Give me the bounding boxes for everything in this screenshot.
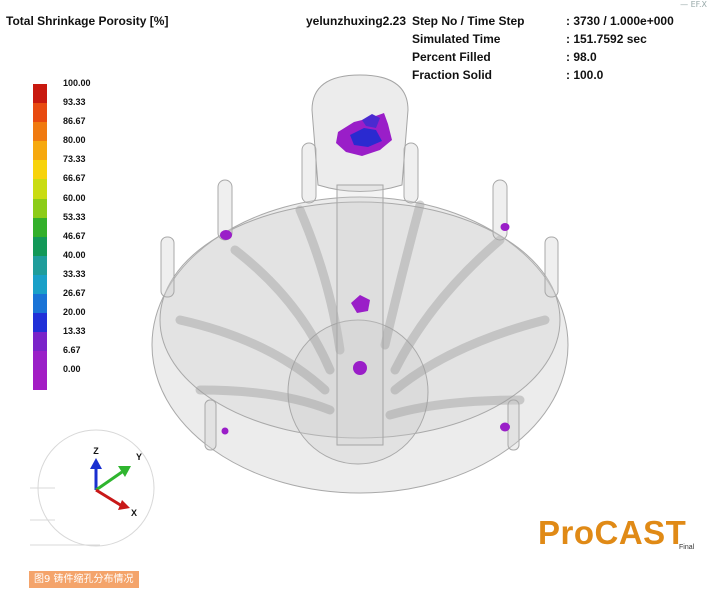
blade — [230, 245, 335, 375]
riser — [507, 399, 520, 451]
axis-triad: Z Y X — [30, 429, 155, 547]
legend-swatch — [33, 294, 47, 314]
info-value-step: : 3730 / 1.000e+000 — [566, 14, 674, 28]
info-values: : 3730 / 1.000e+000 : 151.7592 sec : 98.… — [566, 14, 674, 86]
legend-swatch — [33, 198, 47, 218]
defect-center-lower — [353, 361, 367, 375]
legend-label: 6.67 — [63, 345, 81, 356]
blade — [390, 315, 550, 395]
legend-label: 40.00 — [63, 249, 86, 260]
legend-label: 33.33 — [63, 268, 86, 279]
legend-label: 26.67 — [63, 288, 86, 299]
casting-body — [151, 196, 569, 494]
legend-label: 20.00 — [63, 307, 86, 318]
blade — [195, 385, 335, 415]
legend-swatch — [33, 122, 47, 142]
project-name: yelunzhuxing2.23 — [306, 14, 407, 28]
legend-label: 0.00 — [63, 364, 81, 375]
legend-swatch — [33, 313, 47, 333]
defect-left-upper — [220, 230, 232, 240]
porosity-defects — [220, 113, 510, 435]
legend-swatch — [33, 179, 47, 199]
legend-swatch — [33, 141, 47, 161]
info-label-solid: Fraction Solid — [412, 68, 493, 82]
legend-label: 100.00 — [63, 78, 91, 88]
y-axis-line — [95, 470, 123, 492]
z-axis-arrow — [90, 458, 102, 469]
legend-swatch — [33, 351, 47, 371]
legend-label: 13.33 — [63, 326, 86, 337]
info-labels: Step No / Time Step Simulated Time Perce… — [412, 14, 524, 86]
info-label-step: Step No / Time Step — [412, 14, 525, 28]
sprue-stem — [336, 184, 384, 446]
plot-title: Total Shrinkage Porosity [%] — [6, 14, 169, 28]
info-label-time: Simulated Time — [412, 32, 501, 46]
y-axis-arrow — [118, 466, 131, 477]
info-value-time: : 151.7592 sec — [566, 32, 647, 46]
legend-swatch — [33, 103, 47, 123]
hub — [287, 319, 429, 465]
legend-swatch — [33, 332, 47, 352]
figure-caption: 图9 铸件缩孔分布情况 — [29, 571, 139, 588]
legend-label: 93.33 — [63, 97, 86, 108]
defect-cup-core — [362, 114, 380, 128]
legend-swatch — [33, 236, 47, 256]
logo-subtitle: Final — [679, 544, 695, 551]
legend-swatch — [33, 160, 47, 180]
legend-label: 53.33 — [63, 211, 86, 222]
riser — [544, 236, 559, 298]
legend-swatch — [33, 255, 47, 276]
legend-label: 86.67 — [63, 116, 86, 127]
legend-label: 73.33 — [63, 154, 86, 165]
riser — [492, 179, 508, 241]
info-label-filled: Percent Filled — [412, 50, 491, 64]
legend-swatch — [33, 274, 47, 295]
defect-left-lower — [221, 427, 229, 435]
defect-center-upper — [351, 295, 370, 313]
info-value-filled: : 98.0 — [566, 50, 597, 64]
legend-label: 60.00 — [63, 192, 86, 203]
blade — [385, 395, 525, 420]
legend-label: 46.67 — [63, 230, 86, 241]
defect-cup-core — [350, 128, 382, 147]
info-value-solid: : 100.0 — [566, 68, 604, 82]
riser — [217, 179, 233, 241]
procast-logo: ProCAST — [538, 514, 687, 551]
riser — [403, 142, 419, 204]
riser — [204, 399, 217, 451]
x-axis-arrow — [118, 500, 130, 510]
legend-swatch — [33, 217, 47, 237]
y-axis-label: Y — [136, 452, 142, 462]
riser — [160, 236, 175, 298]
x-axis-label: X — [131, 508, 137, 518]
impeller-blades — [175, 200, 550, 420]
z-axis-label: Z — [93, 446, 99, 456]
blade — [380, 200, 425, 350]
riser — [301, 142, 317, 204]
legend-swatch — [33, 84, 47, 104]
defect-right-lower — [500, 422, 510, 432]
legend-swatch — [33, 370, 47, 390]
disc-outer — [151, 196, 569, 494]
risers — [160, 142, 559, 451]
blade — [390, 235, 505, 375]
defect-right-upper — [500, 223, 510, 231]
legend-label: 66.67 — [63, 173, 86, 184]
blade — [175, 315, 330, 395]
legend-label: 80.00 — [63, 135, 86, 146]
sprue — [311, 74, 409, 446]
x-axis-line — [95, 488, 123, 508]
corner-mark: — EF.X — [680, 0, 707, 9]
